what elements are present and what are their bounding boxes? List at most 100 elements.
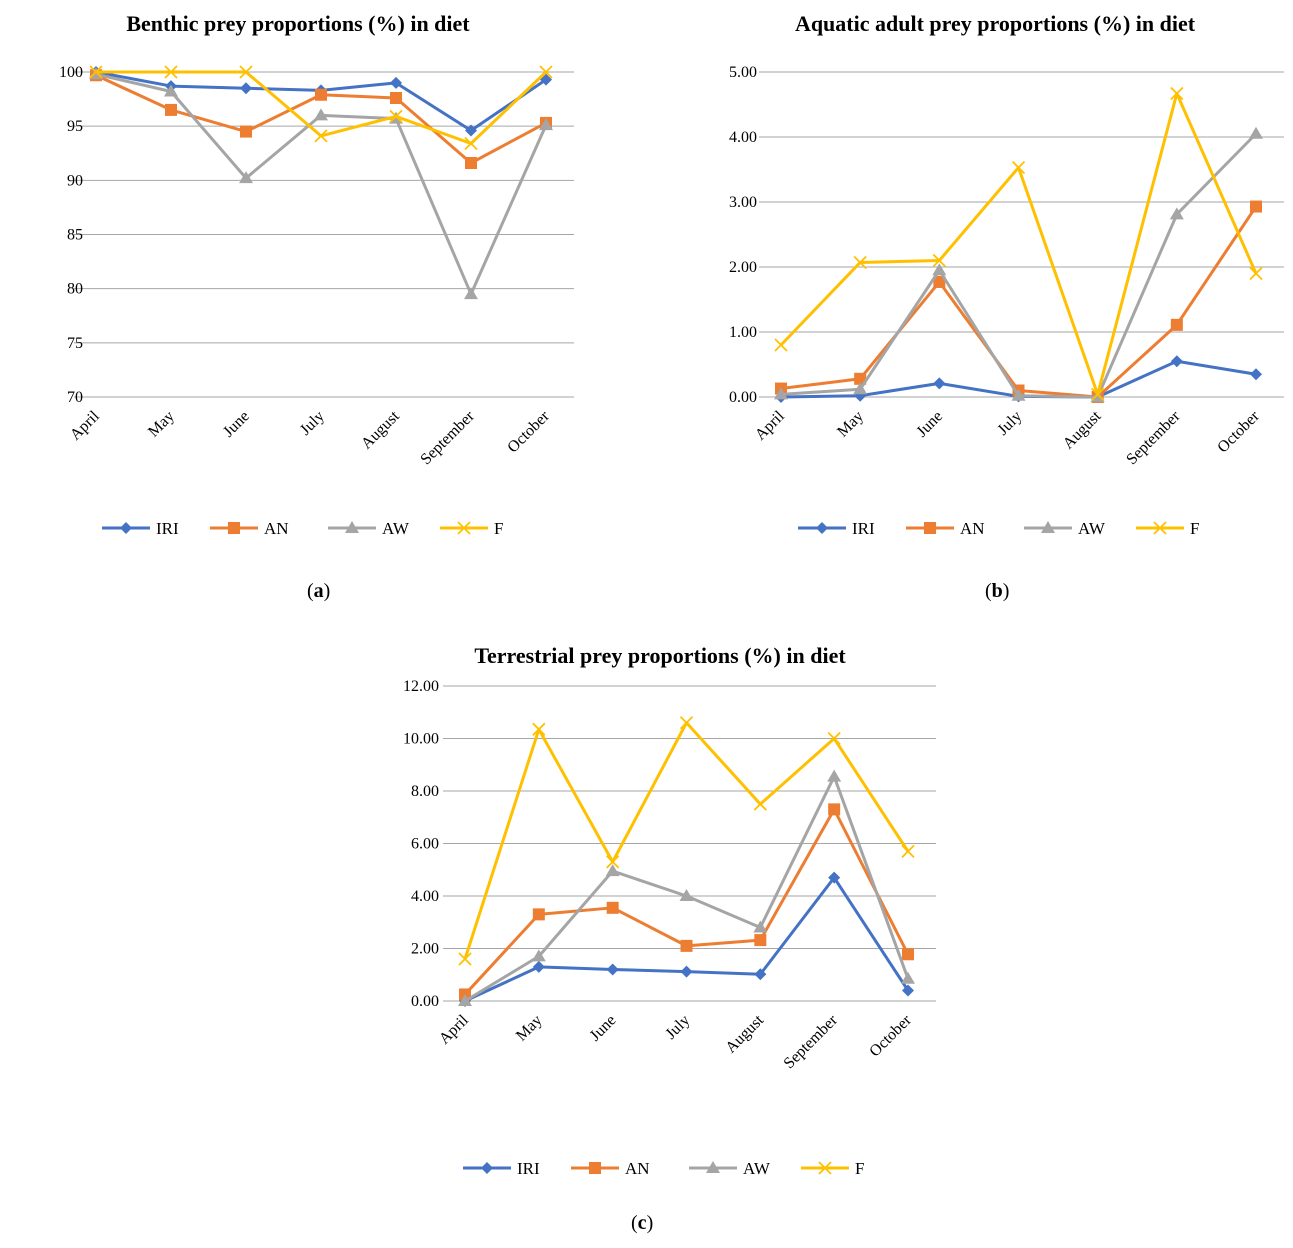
x-tick-label: July — [994, 408, 1025, 439]
chart-b: Aquatic adult prey proportions (%) in di… — [729, 11, 1284, 538]
point-an — [1170, 318, 1183, 331]
legend-item-an: AN — [571, 1159, 650, 1178]
legend-marker — [481, 1162, 493, 1174]
point-aw — [932, 263, 947, 276]
x-tick-label: August — [722, 1011, 767, 1056]
point-iri — [754, 968, 767, 981]
point-aw — [827, 769, 842, 782]
y-tick-label: 100 — [59, 64, 83, 81]
series-line-iri — [95, 70, 547, 132]
point-f — [774, 338, 788, 352]
legend-label: IRI — [852, 519, 875, 538]
point-f — [389, 109, 403, 124]
series-an — [459, 803, 914, 1001]
point-f — [458, 952, 472, 966]
y-tick-label: 85 — [67, 227, 83, 244]
point-iri — [1170, 355, 1183, 368]
y-tick-label: 80 — [67, 281, 83, 298]
legend-label: AN — [625, 1159, 650, 1178]
point-aw — [853, 382, 868, 395]
legend-item-f: F — [440, 519, 503, 538]
y-tick-label: 95 — [67, 118, 83, 135]
legend-marker — [589, 1162, 601, 1174]
legend-marker — [706, 1161, 720, 1173]
point-f — [164, 65, 178, 79]
x-tick-label: September — [417, 407, 478, 468]
point-aw — [679, 889, 694, 901]
x-tick-label: August — [1060, 407, 1105, 452]
point-an — [933, 275, 946, 288]
y-tick-label: 90 — [67, 172, 83, 189]
point-an — [315, 88, 327, 101]
point-f — [532, 722, 546, 736]
point-aw — [753, 920, 768, 933]
caption-c: (c) — [631, 1212, 654, 1234]
point-f — [539, 65, 553, 79]
x-tick-label: July — [662, 1012, 693, 1043]
point-an — [828, 803, 841, 816]
series-f — [89, 65, 553, 151]
legend-label: AN — [960, 519, 985, 538]
legend-marker — [228, 522, 240, 534]
point-aw — [164, 84, 178, 97]
legend-label: IRI — [517, 1159, 540, 1178]
point-an — [1250, 200, 1262, 213]
point-f — [853, 255, 867, 270]
series-f — [774, 86, 1263, 402]
y-tick-label: 4.00 — [729, 129, 757, 146]
point-aw — [539, 118, 553, 131]
y-tick-label: 8.00 — [411, 783, 439, 800]
legend-marker — [818, 1161, 832, 1175]
point-iri — [828, 871, 841, 884]
point-aw — [1011, 388, 1026, 401]
point-aw — [1169, 207, 1184, 220]
point-f — [1011, 160, 1026, 175]
series-aw — [774, 126, 1263, 402]
y-tick-label: 2.00 — [411, 941, 439, 958]
y-tick-label: 5.00 — [729, 64, 757, 81]
point-aw — [531, 949, 546, 962]
point-an — [165, 103, 177, 116]
y-tick-label: 70 — [67, 389, 83, 406]
y-tick-label: 4.00 — [411, 888, 439, 905]
y-tick-label: 12.00 — [403, 678, 439, 695]
x-tick-label: May — [834, 408, 867, 441]
point-iri — [680, 965, 693, 978]
series-line-aw — [780, 132, 1258, 399]
legend-label: IRI — [156, 519, 179, 538]
point-iri — [1250, 368, 1262, 381]
point-f — [606, 855, 620, 869]
x-tick-label: June — [913, 408, 946, 441]
point-aw — [314, 108, 328, 121]
y-tick-label: 3.00 — [729, 194, 757, 211]
x-tick-label: July — [297, 408, 328, 439]
x-tick-label: August — [358, 407, 403, 452]
point-f — [314, 129, 328, 143]
chart-panel-b: Aquatic adult prey proportions (%) in di… — [650, 0, 1290, 560]
series-aw — [89, 67, 553, 300]
series-an — [775, 200, 1262, 403]
x-tick-label: May — [145, 408, 178, 441]
x-tick-label: May — [513, 1012, 546, 1045]
legend-marker — [1153, 521, 1167, 535]
legend-label: F — [1190, 519, 1199, 538]
legend-item-iri: IRI — [102, 519, 179, 538]
point-f — [901, 844, 915, 859]
legend: IRI AN AW F — [102, 519, 503, 538]
legend-item-aw: AW — [328, 519, 410, 538]
x-tick-label: April — [752, 407, 788, 443]
point-f — [679, 716, 694, 730]
point-f — [932, 253, 946, 268]
caption-b: (b) — [985, 580, 1010, 602]
point-aw — [605, 864, 620, 877]
x-tick-label: April — [436, 1011, 472, 1047]
chart-c: Terrestrial prey proportions (%) in diet… — [403, 643, 936, 1178]
y-tick-label: 0.00 — [411, 993, 439, 1010]
point-f — [1170, 86, 1184, 101]
series-f — [458, 716, 915, 966]
point-aw — [1249, 126, 1263, 139]
chart-panel-a: Benthic prey proportions (%) in diet 70 75… — [0, 0, 640, 560]
y-tick-label: 1.00 — [729, 324, 757, 341]
point-aw — [774, 387, 788, 400]
y-tick-label: 2.00 — [729, 259, 757, 276]
